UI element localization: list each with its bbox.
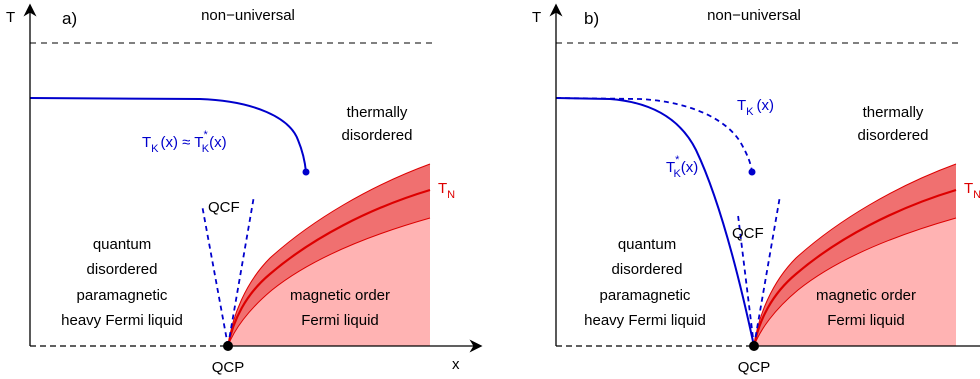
qcf-left-boundary [201, 204, 229, 347]
y-axis-label: T [532, 9, 541, 26]
label-magnetic-line1: magnetic order [816, 287, 916, 304]
label-tk: TK (x) [737, 97, 774, 118]
panel-label: a) [62, 9, 77, 28]
qcf-right-boundary [227, 195, 255, 347]
tn-band-lower [753, 217, 957, 347]
label-qcf: QCF [208, 199, 240, 216]
label-qcp: QCP [212, 359, 245, 376]
label-para-line1: paramagnetic [600, 287, 691, 304]
tk-curve [555, 97, 753, 173]
label-tn: TN [964, 180, 980, 201]
label-tk-equation: TK (x) ≈ T* K(x) [142, 129, 227, 155]
label-para-line2: heavy Fermi liquid [61, 312, 183, 329]
tn-band-upper [753, 163, 957, 347]
phase-diagram-b: T b) non−universal thermally disordered … [490, 0, 980, 379]
tk-curve [29, 97, 307, 173]
label-qcf: QCF [732, 225, 764, 242]
label-thermal-line1: thermally [347, 104, 408, 121]
qcp-point [749, 341, 759, 351]
tn-band-lower [227, 217, 431, 347]
x-axis-label: x [452, 356, 460, 373]
phase-diagram-b-svg: T b) non−universal thermally disordered … [532, 3, 980, 376]
label-para-line2: heavy Fermi liquid [584, 312, 706, 329]
label-tn: TN [438, 180, 455, 201]
qcf-left-boundary [737, 214, 755, 347]
label-tkstar: T* K(x) [666, 154, 698, 180]
phase-diagram-a-svg: T a) non−universal thermally disordered … [6, 3, 483, 376]
tn-band-upper [227, 163, 431, 347]
label-thermal-line1: thermally [863, 104, 924, 121]
qcp-point [223, 341, 233, 351]
label-magnetic-line1: magnetic order [290, 287, 390, 304]
label-quantum-line2: disordered [612, 261, 683, 278]
label-quantum-line1: quantum [618, 236, 676, 253]
panel-label: b) [584, 9, 599, 28]
label-thermal-line2: disordered [858, 127, 929, 144]
tkstar-curve [555, 97, 755, 347]
label-thermal-line2: disordered [342, 127, 413, 144]
qcf-right-boundary [753, 195, 781, 347]
phase-diagram-a: T a) non−universal thermally disordered … [6, 3, 483, 376]
y-axis-label: T [6, 9, 15, 26]
tk-curve-endpoint [302, 168, 310, 176]
label-magnetic-line2: Fermi liquid [827, 312, 905, 329]
label-qcp: QCP [738, 359, 771, 376]
label-magnetic-line2: Fermi liquid [301, 312, 379, 329]
tn-curve [752, 188, 957, 347]
tk-curve-endpoint [748, 168, 756, 176]
label-nonuniversal: non−universal [201, 7, 295, 24]
label-nonuniversal: non−universal [707, 7, 801, 24]
tn-curve [226, 188, 431, 347]
label-quantum-line2: disordered [87, 261, 158, 278]
label-quantum-line1: quantum [93, 236, 151, 253]
label-para-line1: paramagnetic [77, 287, 168, 304]
